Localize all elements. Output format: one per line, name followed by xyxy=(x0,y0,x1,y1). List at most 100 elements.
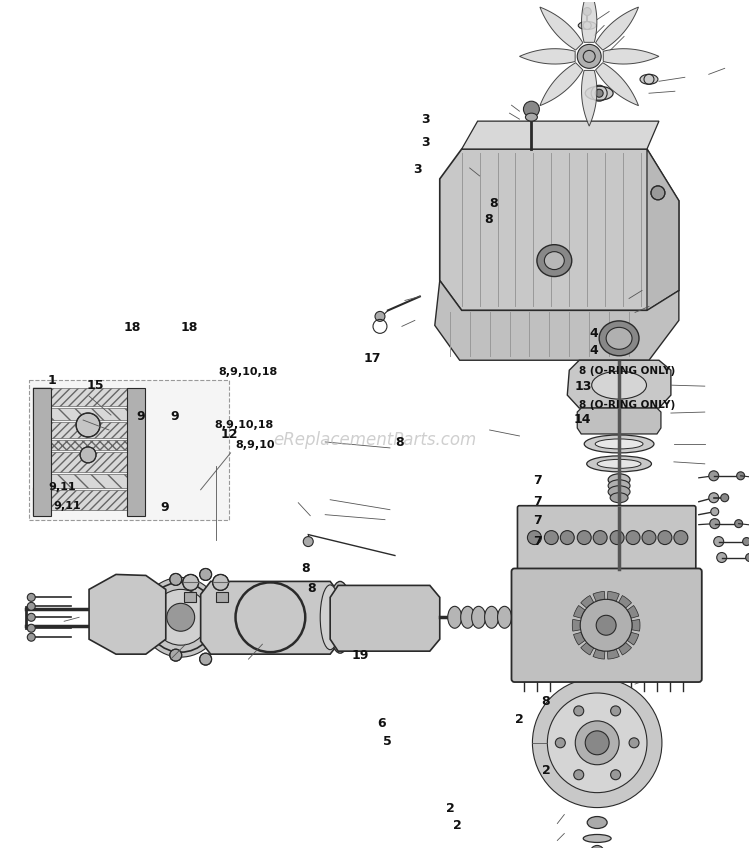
Circle shape xyxy=(674,530,688,545)
Text: 15: 15 xyxy=(87,379,104,392)
Wedge shape xyxy=(572,620,580,632)
Circle shape xyxy=(560,530,574,545)
Ellipse shape xyxy=(597,459,641,468)
Text: 8,9,10,18: 8,9,10,18 xyxy=(214,420,274,430)
Circle shape xyxy=(593,530,608,545)
Circle shape xyxy=(96,632,106,643)
Circle shape xyxy=(709,493,718,502)
Circle shape xyxy=(651,186,665,200)
Polygon shape xyxy=(89,575,166,654)
Text: 5: 5 xyxy=(383,735,392,748)
Text: 4: 4 xyxy=(590,344,598,357)
Text: 3: 3 xyxy=(421,136,430,149)
Polygon shape xyxy=(603,48,659,64)
Ellipse shape xyxy=(596,439,643,449)
Wedge shape xyxy=(593,592,604,602)
Ellipse shape xyxy=(328,581,352,653)
Circle shape xyxy=(527,530,542,545)
Polygon shape xyxy=(435,280,679,360)
Text: 8,9,10,18: 8,9,10,18 xyxy=(218,367,278,377)
Circle shape xyxy=(96,609,106,620)
Ellipse shape xyxy=(608,479,630,492)
Wedge shape xyxy=(627,632,639,645)
Circle shape xyxy=(610,530,624,545)
Text: 3: 3 xyxy=(421,113,430,126)
Text: 8: 8 xyxy=(302,562,310,575)
Ellipse shape xyxy=(526,113,538,122)
Ellipse shape xyxy=(606,327,632,349)
Circle shape xyxy=(742,537,750,546)
Circle shape xyxy=(629,738,639,748)
Wedge shape xyxy=(632,620,640,632)
Polygon shape xyxy=(540,63,583,105)
Circle shape xyxy=(555,738,566,748)
Text: 8,9,10: 8,9,10 xyxy=(236,440,275,450)
Bar xyxy=(50,388,129,406)
Circle shape xyxy=(170,649,182,661)
Circle shape xyxy=(183,575,199,591)
Bar xyxy=(50,473,129,488)
Ellipse shape xyxy=(585,558,603,565)
Text: 12: 12 xyxy=(220,428,238,441)
Text: 2: 2 xyxy=(542,764,551,777)
Bar xyxy=(33,388,51,516)
Text: 8: 8 xyxy=(308,582,316,595)
Circle shape xyxy=(585,731,609,755)
Polygon shape xyxy=(462,122,659,149)
Circle shape xyxy=(303,536,313,547)
Ellipse shape xyxy=(599,321,639,356)
Circle shape xyxy=(709,471,718,481)
Ellipse shape xyxy=(585,552,603,560)
Bar xyxy=(50,490,129,510)
Text: 19: 19 xyxy=(351,649,369,662)
Bar xyxy=(50,408,129,420)
Polygon shape xyxy=(201,581,340,654)
Circle shape xyxy=(212,575,229,591)
Ellipse shape xyxy=(584,835,611,842)
Circle shape xyxy=(721,494,729,502)
Text: 18: 18 xyxy=(181,321,199,334)
FancyBboxPatch shape xyxy=(518,506,696,571)
Ellipse shape xyxy=(448,606,462,628)
Polygon shape xyxy=(440,149,679,310)
Text: 1: 1 xyxy=(47,375,56,388)
Text: 18: 18 xyxy=(124,321,141,334)
Wedge shape xyxy=(593,649,604,659)
Circle shape xyxy=(141,577,220,657)
Text: eReplacementParts.com: eReplacementParts.com xyxy=(273,431,477,449)
Bar xyxy=(127,388,145,516)
Circle shape xyxy=(375,311,385,321)
Text: 3: 3 xyxy=(413,162,422,176)
Circle shape xyxy=(596,89,603,97)
Circle shape xyxy=(717,552,727,563)
Text: 2: 2 xyxy=(446,802,454,815)
Ellipse shape xyxy=(585,547,603,556)
Circle shape xyxy=(532,678,662,808)
Circle shape xyxy=(610,770,620,779)
Circle shape xyxy=(658,530,672,545)
Circle shape xyxy=(27,633,35,641)
Bar xyxy=(50,422,129,438)
Circle shape xyxy=(574,706,584,716)
Polygon shape xyxy=(330,586,440,651)
Text: 7: 7 xyxy=(533,495,542,507)
Circle shape xyxy=(27,614,35,621)
Ellipse shape xyxy=(608,473,630,485)
Polygon shape xyxy=(578,408,661,434)
Text: 9: 9 xyxy=(136,410,146,423)
Ellipse shape xyxy=(585,563,603,570)
Circle shape xyxy=(170,574,182,586)
Polygon shape xyxy=(520,48,575,64)
Circle shape xyxy=(27,593,35,601)
Circle shape xyxy=(200,569,211,581)
Circle shape xyxy=(642,530,656,545)
Circle shape xyxy=(153,589,209,645)
Ellipse shape xyxy=(460,606,475,628)
Text: 9: 9 xyxy=(160,502,169,514)
Bar xyxy=(29,380,229,519)
Wedge shape xyxy=(574,632,585,645)
Polygon shape xyxy=(33,488,51,516)
Ellipse shape xyxy=(472,606,485,628)
Bar xyxy=(215,592,227,603)
Ellipse shape xyxy=(587,817,608,829)
